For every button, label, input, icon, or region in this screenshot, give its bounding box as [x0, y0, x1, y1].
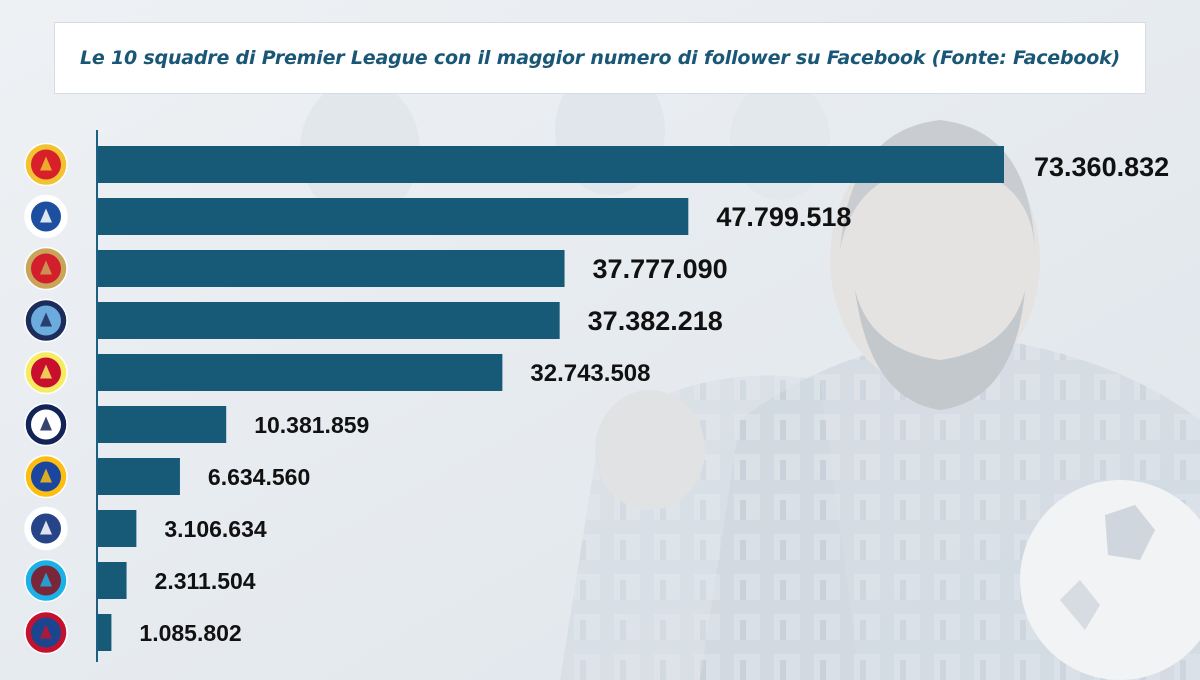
bar-tottenham-crest	[98, 406, 227, 443]
value-label: 2.311.504	[155, 568, 256, 594]
crest-layer	[24, 142, 68, 655]
value-label: 37.777.090	[593, 254, 728, 284]
tottenham-crest-icon	[24, 402, 68, 447]
title-box: Le 10 squadre di Premier League con il m…	[54, 22, 1146, 94]
crystal-palace-crest-icon	[24, 610, 68, 655]
bar-manchester-united-crest	[98, 146, 1004, 183]
manchester-city-crest-icon	[24, 298, 68, 343]
value-label: 1.085.802	[139, 620, 241, 646]
value-label: 32.743.508	[530, 360, 650, 387]
value-label: 47.799.518	[716, 202, 851, 232]
leicester-city-crest-icon	[24, 454, 68, 499]
bar-crystal-palace-crest	[98, 614, 112, 651]
bar-arsenal-crest	[98, 250, 565, 287]
label-layer: 73.360.832 47.799.518 37.777.090 37.382.218…	[139, 152, 1169, 646]
bar-manchester-city-crest	[98, 302, 560, 339]
bar-layer	[98, 146, 1004, 651]
chelsea-crest-icon	[24, 194, 68, 239]
manchester-united-crest-icon	[24, 142, 68, 187]
bar-liverpool-crest	[98, 354, 503, 391]
everton-crest-icon	[24, 506, 68, 551]
west-ham-crest-icon	[24, 558, 68, 603]
bar-west-ham-crest	[98, 562, 127, 599]
liverpool-crest-icon	[24, 350, 68, 395]
value-label: 37.382.218	[588, 306, 723, 336]
bar-chelsea-crest	[98, 198, 689, 235]
value-label: 10.381.859	[254, 412, 369, 438]
bar-everton-crest	[98, 510, 137, 547]
chart-title: Le 10 squadre di Premier League con il m…	[79, 47, 1121, 69]
arsenal-crest-icon	[24, 246, 68, 291]
value-label: 3.106.634	[164, 516, 267, 542]
value-label: 73.360.832	[1034, 152, 1169, 182]
bar-leicester-city-crest	[98, 458, 180, 495]
value-label: 6.634.560	[208, 464, 310, 490]
